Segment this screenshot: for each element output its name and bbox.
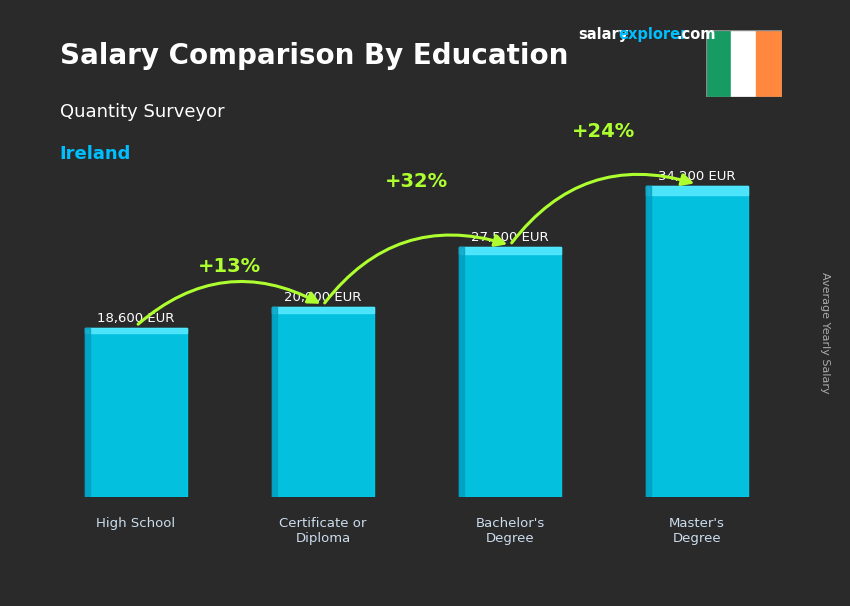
Text: +24%: +24% [572, 122, 635, 141]
Bar [731, 30, 756, 97]
Bar [271, 307, 374, 313]
Bar [756, 30, 782, 97]
Bar [646, 186, 748, 497]
Bar [84, 328, 187, 333]
Text: Average Yearly Salary: Average Yearly Salary [819, 273, 830, 394]
Bar [459, 247, 464, 497]
Text: 27,500 EUR: 27,500 EUR [471, 231, 549, 244]
Text: Salary Comparison By Education: Salary Comparison By Education [60, 42, 568, 70]
Text: Quantity Surveyor: Quantity Surveyor [60, 103, 224, 121]
Text: 18,600 EUR: 18,600 EUR [97, 312, 175, 325]
Bar [706, 30, 731, 97]
Text: +32%: +32% [385, 172, 448, 191]
Bar [84, 328, 90, 497]
Text: 34,200 EUR: 34,200 EUR [658, 170, 736, 183]
Text: explorer: explorer [618, 27, 688, 42]
Bar [271, 307, 277, 497]
Text: High School: High School [96, 517, 176, 530]
Bar [459, 247, 561, 497]
Text: Certificate or
Diploma: Certificate or Diploma [280, 517, 366, 545]
Text: 20,900 EUR: 20,900 EUR [284, 291, 362, 304]
Bar [459, 247, 561, 255]
Text: .com: .com [677, 27, 716, 42]
Text: salary: salary [578, 27, 628, 42]
Bar [271, 307, 374, 497]
Text: +13%: +13% [198, 258, 261, 276]
Bar [646, 186, 748, 195]
Text: Bachelor's
Degree: Bachelor's Degree [475, 517, 545, 545]
Text: Ireland: Ireland [60, 145, 131, 164]
Bar [646, 186, 651, 497]
Bar [84, 328, 187, 497]
Text: Master's
Degree: Master's Degree [669, 517, 725, 545]
